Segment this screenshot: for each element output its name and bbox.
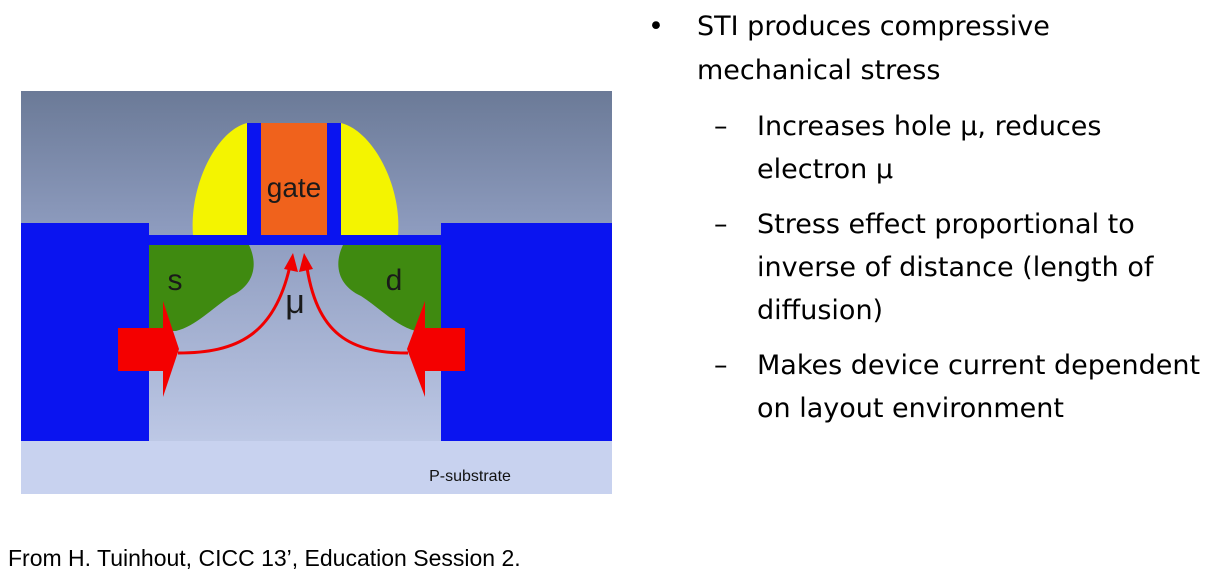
spacer-left <box>192 123 247 235</box>
sti-stress-diagram: gate s d μ P-substrate <box>21 91 612 494</box>
sub-bullet: – Makes device current dependent on layo… <box>640 344 1210 430</box>
gate-label: gate <box>267 172 322 203</box>
bullet-list: • STI produces compressive mechanical st… <box>640 5 1210 430</box>
gate-electrode <box>261 123 327 235</box>
bullet-main: • STI produces compressive mechanical st… <box>640 5 1210 93</box>
source-diffusion <box>149 245 254 331</box>
substrate-label: P-substrate <box>429 468 511 485</box>
sub-bullet-text: Increases hole μ, reduces electron μ <box>757 111 1102 185</box>
stress-arrow-left <box>118 301 179 397</box>
stress-arrow-right <box>407 301 465 397</box>
sub-bullet: – Stress effect proportional to inverse … <box>640 203 1210 332</box>
bullet-dash: – <box>714 209 728 240</box>
sub-bullet-text: Makes device current dependent on layout… <box>757 350 1201 424</box>
current-arrow-left <box>177 260 293 355</box>
current-arrowhead-left <box>284 253 298 272</box>
current-arrowhead-right <box>299 253 313 272</box>
drain-label: d <box>386 264 403 297</box>
bullet-dash: – <box>714 111 728 142</box>
sub-bullet-text: Stress effect proportional to inverse of… <box>757 209 1154 326</box>
drain-diffusion <box>338 245 441 331</box>
bullet-main-text: STI produces compressive mechanical stre… <box>697 11 1050 86</box>
gate-liner-left <box>247 123 261 235</box>
gate-liner-right <box>327 123 341 235</box>
p-substrate-region <box>21 441 612 494</box>
spacer-right <box>341 123 399 235</box>
source-label: s <box>168 264 183 297</box>
sub-bullet: – Increases hole μ, reduces electron μ <box>640 105 1210 191</box>
sti-right <box>441 223 612 441</box>
current-arrow-right <box>304 260 409 355</box>
gate-oxide <box>149 235 441 245</box>
bullet-dot: • <box>648 11 664 42</box>
mobility-label: μ <box>285 283 305 321</box>
citation: From H. Tuinhout, CICC 13’, Education Se… <box>8 545 521 571</box>
bullet-dash: – <box>714 350 728 381</box>
